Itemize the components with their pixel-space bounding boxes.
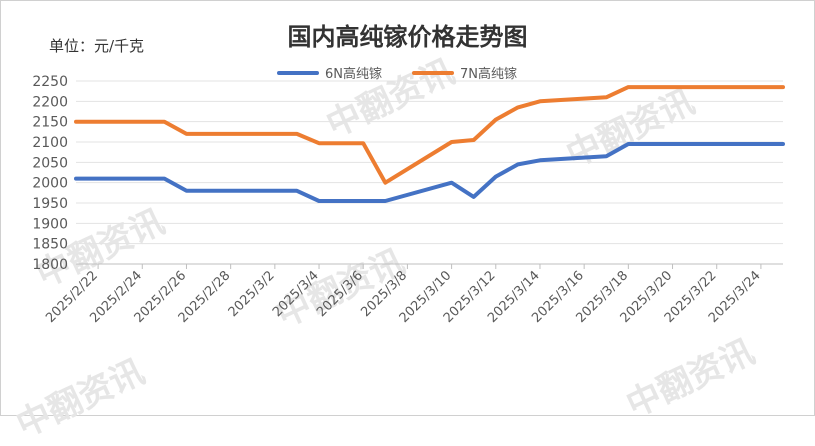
legend-label-7n: 7N高纯镓 bbox=[460, 67, 517, 82]
legend-item-6n: 6N高纯镓 bbox=[277, 63, 382, 82]
y-tick-label: 2050 bbox=[32, 155, 68, 171]
y-tick-label: 1900 bbox=[32, 216, 68, 232]
y-tick-label: 2200 bbox=[32, 94, 68, 110]
y-tick-label: 2250 bbox=[32, 74, 68, 90]
y-tick-label: 2150 bbox=[32, 115, 68, 131]
y-tick-label: 2000 bbox=[32, 176, 68, 192]
y-axis-unit-label: 单位：元/千克 bbox=[49, 37, 145, 55]
legend: 6N高纯镓 7N高纯镓 bbox=[277, 63, 517, 82]
series-line-6n bbox=[74, 142, 785, 203]
x-tick-label: 2025/3/2 bbox=[226, 268, 278, 320]
y-tick-label: 1950 bbox=[32, 196, 68, 212]
series-line-7n bbox=[74, 85, 785, 185]
x-tick-label: 2025/3/4 bbox=[270, 268, 322, 320]
y-tick-label: 1800 bbox=[32, 257, 68, 273]
legend-item-7n: 7N高纯镓 bbox=[412, 63, 517, 82]
y-tick-label: 2100 bbox=[32, 135, 68, 151]
legend-swatch-6n bbox=[277, 70, 319, 75]
x-tick-label: 2025/3/6 bbox=[314, 268, 366, 320]
legend-swatch-7n bbox=[412, 70, 454, 75]
plot-area: 1800 1850 1900 1950 2000 2050 2100 2150 2200 2250… bbox=[32, 74, 785, 326]
legend-label-6n: 6N高纯镓 bbox=[325, 67, 382, 82]
chart-title: 国内高纯镓价格走势图 bbox=[287, 22, 528, 51]
y-tick-label: 1850 bbox=[32, 237, 68, 253]
